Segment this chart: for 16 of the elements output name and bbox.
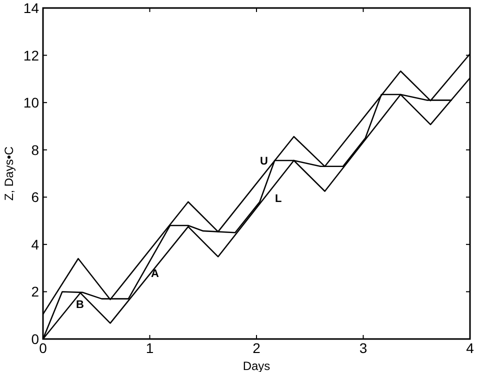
x-tick-label: 3 xyxy=(359,340,368,356)
y-tick-label: 4 xyxy=(31,236,40,252)
series-label: L xyxy=(274,193,282,206)
y-tick-label: 10 xyxy=(23,94,40,111)
y-axis-title: Z, Days•C xyxy=(2,146,16,201)
x-tick-label: 2 xyxy=(252,340,261,356)
annotation: A xyxy=(151,268,160,280)
y-tick-label: 6 xyxy=(31,189,40,206)
annotation: B xyxy=(76,299,84,311)
y-tick-label: 14 xyxy=(23,0,40,16)
y-tick-label: 2 xyxy=(31,284,40,300)
y-tick-label: 8 xyxy=(31,142,40,158)
x-tick-label: 1 xyxy=(146,340,154,356)
series-label: U xyxy=(260,155,268,168)
y-tick-label: 12 xyxy=(23,47,40,64)
x-tick-label: 4 xyxy=(466,340,474,356)
